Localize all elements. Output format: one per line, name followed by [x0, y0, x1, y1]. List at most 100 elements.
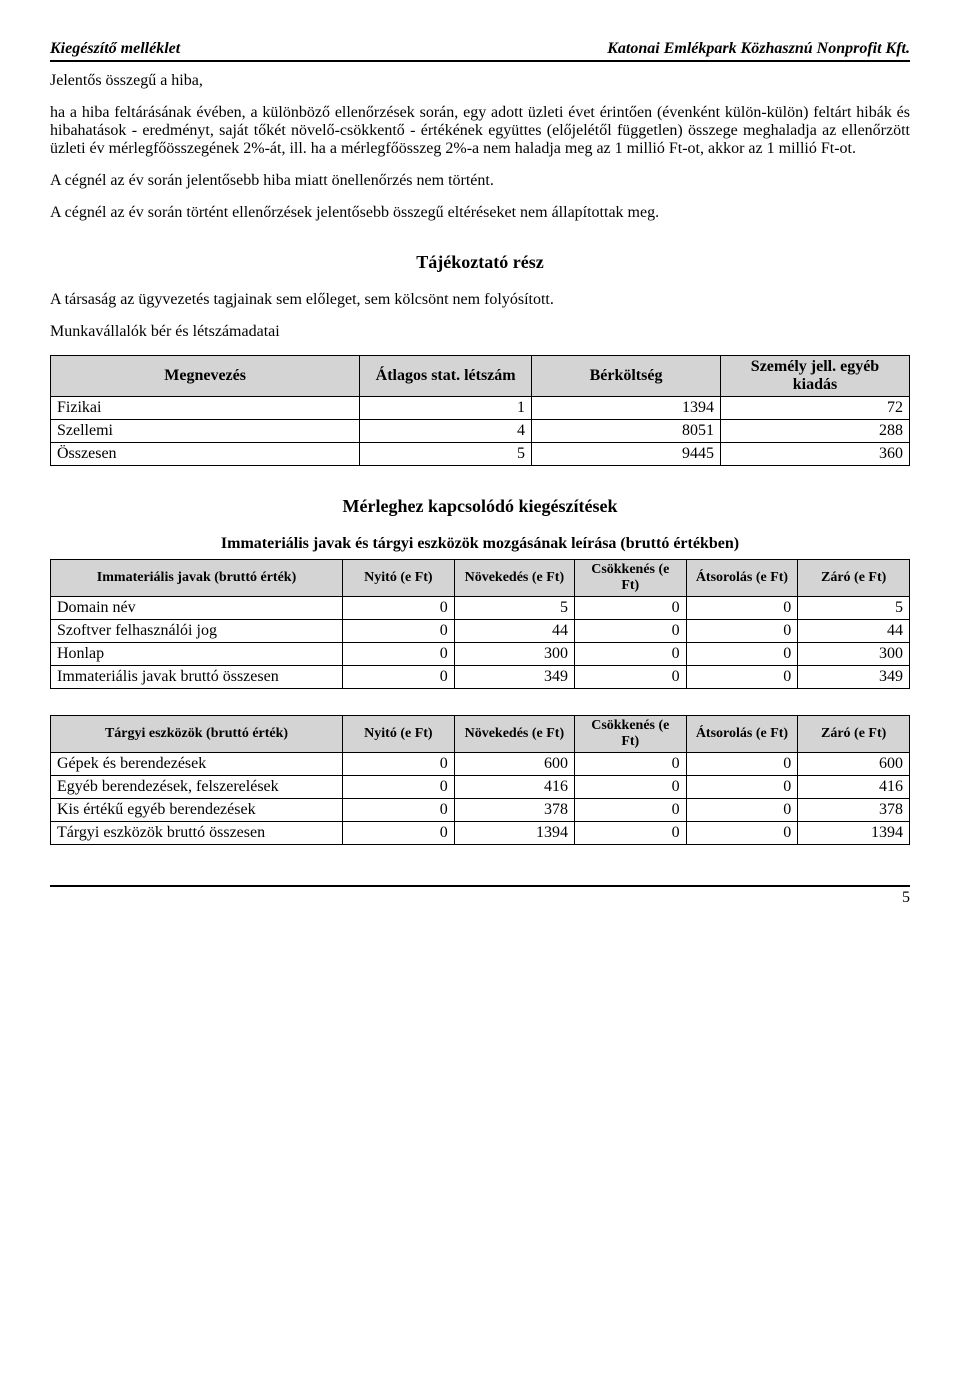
header-left: Kiegészítő melléklet — [50, 40, 180, 58]
paragraph-3: A cégnél az év során jelentősebb hiba mi… — [50, 172, 910, 190]
table-header-row: Immateriális javak (bruttó érték) Nyitó … — [51, 560, 910, 597]
section-title-1: Tájékoztató rész — [50, 252, 910, 273]
row-label: Honlap — [51, 643, 343, 666]
table-row: Domain név05005 — [51, 597, 910, 620]
col-header: Átlagos stat. létszám — [360, 356, 532, 397]
cell-value: 0 — [574, 822, 686, 845]
cell-value: 378 — [454, 799, 574, 822]
table-employees: Megnevezés Átlagos stat. létszám Bérkölt… — [50, 355, 910, 466]
cell-value: 0 — [574, 620, 686, 643]
cell-value: 0 — [343, 799, 455, 822]
cell-value: 0 — [343, 666, 455, 689]
row-label: Gépek és berendezések — [51, 753, 343, 776]
table-row: Kis értékű egyéb berendezések037800378 — [51, 799, 910, 822]
cell-value: 0 — [686, 620, 798, 643]
subheading: Immateriális javak és tárgyi eszközök mo… — [50, 535, 910, 553]
paragraph-1: Jelentős összegű a hiba, — [50, 72, 910, 90]
col-header: Bérköltség — [532, 356, 721, 397]
cell-value: 1394 — [454, 822, 574, 845]
cell-value: 0 — [574, 643, 686, 666]
table-row: Honlap030000300 — [51, 643, 910, 666]
row-label: Immateriális javak bruttó összesen — [51, 666, 343, 689]
table-row: Tárgyi eszközök bruttó összesen013940013… — [51, 822, 910, 845]
cell-value: 8051 — [532, 420, 721, 443]
cell-value: 0 — [343, 776, 455, 799]
cell-value: 1 — [360, 397, 532, 420]
row-label: Tárgyi eszközök bruttó összesen — [51, 822, 343, 845]
cell-value: 0 — [343, 822, 455, 845]
cell-value: 4 — [360, 420, 532, 443]
cell-value: 600 — [454, 753, 574, 776]
table-tangibles: Tárgyi eszközök (bruttó érték) Nyitó (e … — [50, 715, 910, 845]
col-header: Megnevezés — [51, 356, 360, 397]
cell-value: 0 — [686, 753, 798, 776]
cell-value: 0 — [574, 776, 686, 799]
table-row: Egyéb berendezések, felszerelések0416004… — [51, 776, 910, 799]
table-row: Összesen59445360 — [51, 443, 910, 466]
col-header: Csökkenés (e Ft) — [574, 716, 686, 753]
cell-value: 360 — [721, 443, 910, 466]
cell-value: 44 — [798, 620, 910, 643]
paragraph-6: Munkavállalók bér és létszámadatai — [50, 323, 910, 341]
col-header: Növekedés (e Ft) — [454, 716, 574, 753]
table-body: Gépek és berendezések060000600Egyéb bere… — [51, 753, 910, 845]
cell-value: 1394 — [532, 397, 721, 420]
cell-value: 9445 — [532, 443, 721, 466]
page-header: Kiegészítő melléklet Katonai Emlékpark K… — [50, 40, 910, 62]
cell-value: 0 — [343, 620, 455, 643]
cell-value: 416 — [798, 776, 910, 799]
cell-value: 5 — [798, 597, 910, 620]
cell-value: 349 — [454, 666, 574, 689]
cell-value: 5 — [454, 597, 574, 620]
col-header: Immateriális javak (bruttó érték) — [51, 560, 343, 597]
cell-value: 0 — [686, 597, 798, 620]
page-number: 5 — [902, 889, 910, 906]
col-header: Csökkenés (e Ft) — [574, 560, 686, 597]
row-label: Szellemi — [51, 420, 360, 443]
col-header: Tárgyi eszközök (bruttó érték) — [51, 716, 343, 753]
cell-value: 0 — [343, 753, 455, 776]
cell-value: 0 — [686, 643, 798, 666]
row-label: Kis értékű egyéb berendezések — [51, 799, 343, 822]
table-row: Fizikai1139472 — [51, 397, 910, 420]
col-header: Záró (e Ft) — [798, 716, 910, 753]
cell-value: 288 — [721, 420, 910, 443]
cell-value: 0 — [686, 776, 798, 799]
row-label: Egyéb berendezések, felszerelések — [51, 776, 343, 799]
cell-value: 0 — [686, 799, 798, 822]
paragraph-2: ha a hiba feltárásának évében, a különbö… — [50, 104, 910, 158]
cell-value: 72 — [721, 397, 910, 420]
row-label: Fizikai — [51, 397, 360, 420]
page-footer: 5 — [50, 885, 910, 907]
cell-value: 0 — [574, 597, 686, 620]
col-header: Nyitó (e Ft) — [343, 560, 455, 597]
col-header: Átsorolás (e Ft) — [686, 716, 798, 753]
cell-value: 349 — [798, 666, 910, 689]
col-header: Záró (e Ft) — [798, 560, 910, 597]
cell-value: 0 — [343, 643, 455, 666]
table-row: Szellemi48051288 — [51, 420, 910, 443]
table-row: Szoftver felhasználói jog0440044 — [51, 620, 910, 643]
col-header: Személy jell. egyéb kiadás — [721, 356, 910, 397]
cell-value: 0 — [686, 822, 798, 845]
cell-value: 0 — [343, 597, 455, 620]
col-header: Növekedés (e Ft) — [454, 560, 574, 597]
cell-value: 0 — [574, 753, 686, 776]
cell-value: 600 — [798, 753, 910, 776]
cell-value: 300 — [454, 643, 574, 666]
cell-value: 44 — [454, 620, 574, 643]
section-title-2: Mérleghez kapcsolódó kiegészítések — [50, 496, 910, 517]
table-body: Domain név05005Szoftver felhasználói jog… — [51, 597, 910, 689]
cell-value: 378 — [798, 799, 910, 822]
cell-value: 300 — [798, 643, 910, 666]
col-header: Átsorolás (e Ft) — [686, 560, 798, 597]
paragraph-5: A társaság az ügyvezetés tagjainak sem e… — [50, 291, 910, 309]
header-right: Katonai Emlékpark Közhasznú Nonprofit Kf… — [607, 40, 910, 58]
cell-value: 0 — [686, 666, 798, 689]
row-label: Szoftver felhasználói jog — [51, 620, 343, 643]
paragraph-4: A cégnél az év során történt ellenőrzése… — [50, 204, 910, 222]
table-body: Fizikai1139472Szellemi48051288Összesen59… — [51, 397, 910, 466]
cell-value: 1394 — [798, 822, 910, 845]
cell-value: 0 — [574, 799, 686, 822]
table-intangibles: Immateriális javak (bruttó érték) Nyitó … — [50, 559, 910, 689]
